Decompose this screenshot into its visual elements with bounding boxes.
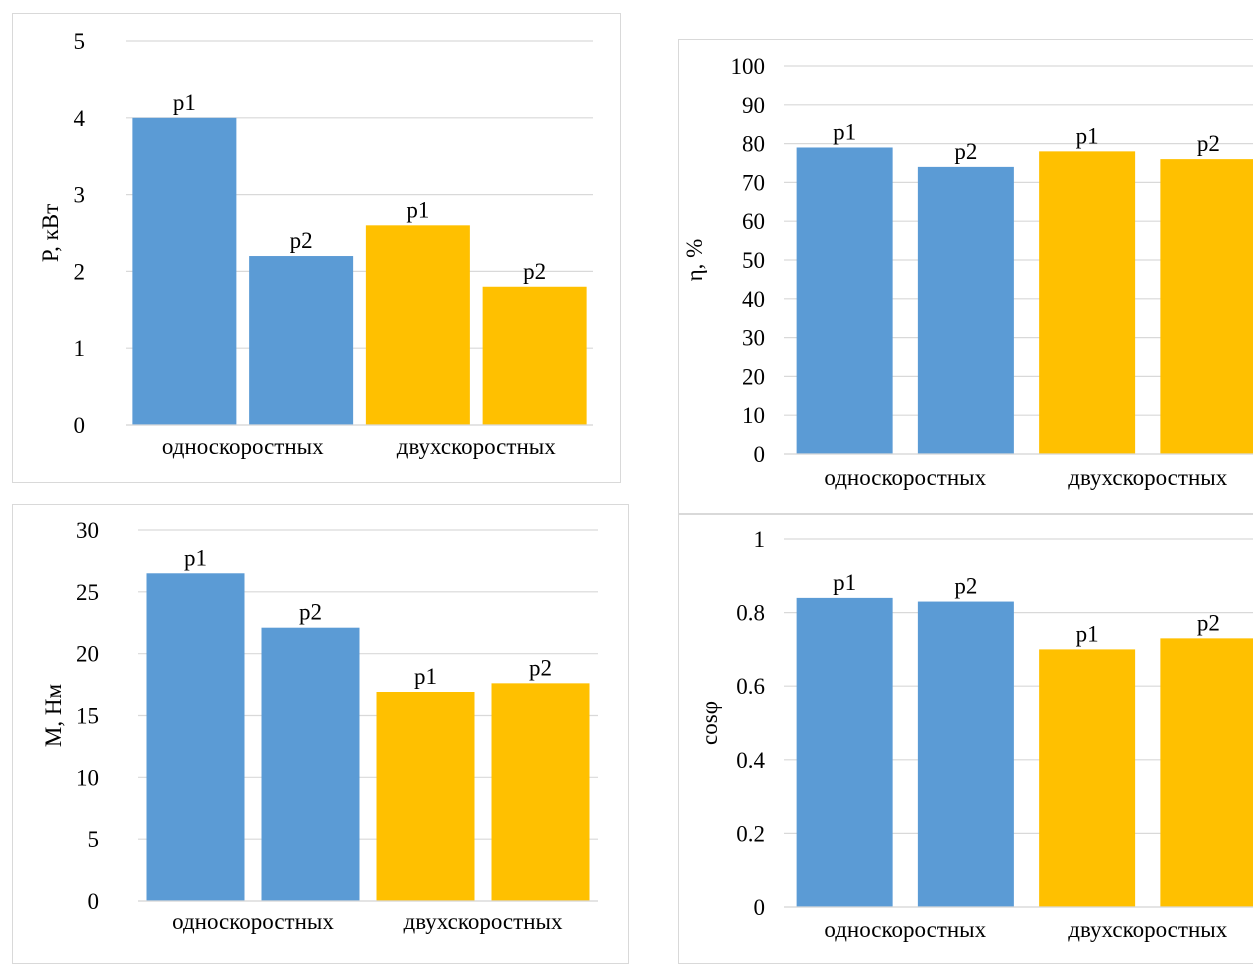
bar-data-label: p1 — [1076, 621, 1099, 646]
y-tick-label: 1 — [74, 336, 86, 361]
y-tick-label: 10 — [742, 403, 765, 428]
bar-data-label: p1 — [184, 545, 207, 570]
bar-data-label: p1 — [173, 90, 196, 115]
y-tick-label: 100 — [731, 54, 766, 79]
y-tick-label: 15 — [76, 704, 99, 729]
y-axis-title: cosφ — [697, 701, 722, 745]
torque-chart: 0 5 10 15 20 25 30 M, Нм p1 p2 p1 p2 односкоростных д… — [41, 518, 598, 934]
bar-data-label: p2 — [299, 600, 322, 625]
power-chart: 0 1 2 3 4 5 P, кВт p1 p2 p1 p2 односкоростных двухск… — [38, 29, 593, 459]
torque-chart-panel: 0 5 10 15 20 25 30 M, Нм p1 p2 p1 p2 односкоростных д… — [12, 504, 629, 964]
y-tick-label: 0.4 — [736, 748, 765, 773]
bar-data-label: p1 — [406, 197, 429, 222]
bar-p2 — [249, 256, 354, 425]
bar-p1 — [146, 573, 245, 901]
bar-p1 — [796, 597, 893, 907]
bar-p1 — [376, 692, 475, 901]
x-category-label: односкоростных — [162, 434, 324, 459]
y-tick-label: 0 — [754, 442, 766, 467]
bar-p1 — [796, 147, 893, 454]
x-category-label: односкоростных — [172, 909, 334, 934]
y-tick-label: 4 — [74, 106, 86, 131]
y-tick-label: 80 — [742, 132, 765, 157]
bar-data-label: p2 — [523, 259, 546, 284]
bar-data-label: p1 — [833, 119, 856, 144]
y-tick-label: 30 — [742, 326, 765, 351]
y-tick-label: 20 — [76, 642, 99, 667]
bar-p2 — [917, 601, 1014, 907]
y-tick-label: 20 — [742, 364, 765, 389]
y-tick-label: 0 — [754, 895, 766, 920]
y-tick-label: 0 — [88, 889, 100, 914]
y-tick-label: 40 — [742, 287, 765, 312]
x-category-label: односкоростных — [824, 465, 986, 490]
y-tick-label: 10 — [76, 765, 99, 790]
bar-data-label: p2 — [954, 139, 977, 164]
x-category-label: двухскоростных — [1068, 917, 1227, 942]
x-category-label: двухскоростных — [1068, 465, 1227, 490]
bar-p1 — [1039, 151, 1136, 455]
y-tick-label: 5 — [88, 827, 100, 852]
power-factor-chart-panel: 0 0.2 0.4 0.6 0.8 1 cosφ p1 p2 p1 p2 односкоростных… — [678, 514, 1253, 964]
bar-p1 — [132, 117, 237, 426]
y-tick-label: 0.2 — [736, 821, 765, 846]
bar-p2 — [1160, 638, 1253, 907]
bar-data-label: p1 — [1076, 123, 1099, 148]
bar-p2 — [261, 627, 360, 901]
power-chart-panel: 0 1 2 3 4 5 P, кВт p1 p2 p1 p2 односкоростных двухск… — [12, 13, 621, 483]
bar-data-label: p2 — [529, 655, 552, 680]
bar-data-label: p2 — [954, 574, 977, 599]
y-axis-title: η, % — [682, 239, 707, 282]
efficiency-chart-panel: 0 10 20 30 40 50 60 70 80 90 100 η, % p1 p2 p1 p2 односк… — [678, 39, 1253, 514]
bar-p1 — [1039, 649, 1136, 907]
y-tick-label: 5 — [74, 29, 86, 54]
y-axis-title: M, Нм — [41, 684, 66, 748]
bar-p2 — [491, 683, 590, 901]
bar-data-label: p2 — [1197, 610, 1220, 635]
efficiency-chart: 0 10 20 30 40 50 60 70 80 90 100 η, % p1 p2 p1 p2 односк… — [682, 54, 1253, 490]
y-tick-label: 50 — [742, 248, 765, 273]
bar-data-label: p1 — [833, 570, 856, 595]
y-tick-label: 0 — [74, 413, 86, 438]
bar-data-label: p1 — [414, 664, 437, 689]
x-category-label: односкоростных — [824, 917, 986, 942]
y-tick-label: 70 — [742, 170, 765, 195]
y-tick-label: 1 — [754, 527, 766, 552]
y-tick-label: 2 — [74, 259, 86, 284]
y-tick-label: 0.8 — [736, 601, 765, 626]
y-tick-label: 30 — [76, 518, 99, 543]
bar-p2 — [917, 166, 1014, 454]
bar-data-label: p2 — [1197, 131, 1220, 156]
y-tick-label: 25 — [76, 580, 99, 605]
bar-p1 — [365, 225, 470, 425]
y-tick-label: 3 — [74, 183, 86, 208]
bar-data-label: p2 — [290, 228, 313, 253]
y-tick-label: 0.6 — [736, 674, 765, 699]
power-factor-chart: 0 0.2 0.4 0.6 0.8 1 cosφ p1 p2 p1 p2 односкоростных… — [697, 527, 1253, 942]
y-tick-label: 90 — [742, 93, 765, 118]
y-tick-label: 60 — [742, 209, 765, 234]
y-axis-title: P, кВт — [38, 204, 63, 262]
bar-p2 — [1160, 159, 1253, 454]
x-category-label: двухскоростных — [404, 909, 563, 934]
x-category-label: двухскоростных — [397, 434, 556, 459]
bar-p2 — [482, 286, 587, 425]
